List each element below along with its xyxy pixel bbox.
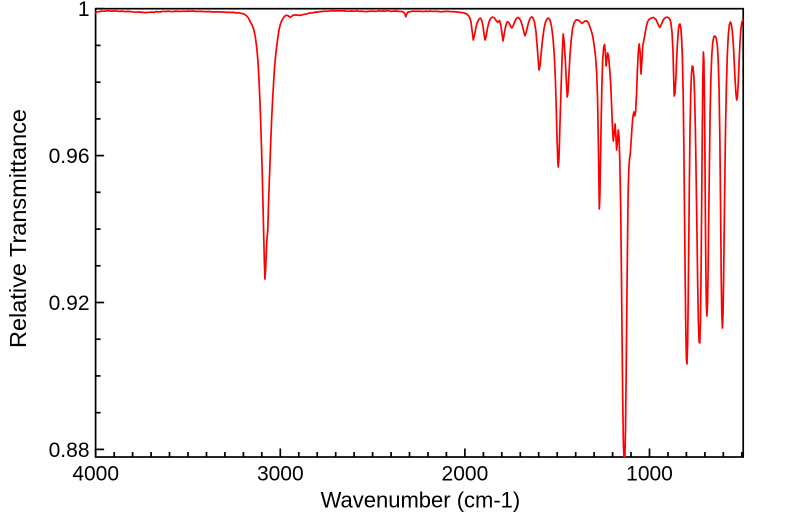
svg-text:0.88: 0.88 [49, 439, 90, 462]
svg-text:4000: 4000 [72, 463, 119, 486]
svg-text:0.96: 0.96 [49, 145, 90, 168]
svg-text:2000: 2000 [442, 463, 489, 486]
svg-text:Relative Transmittance: Relative Transmittance [5, 109, 31, 348]
svg-text:3000: 3000 [257, 463, 304, 486]
svg-text:1000: 1000 [626, 463, 673, 486]
svg-text:Wavenumber (cm-1): Wavenumber (cm-1) [321, 488, 521, 513]
svg-text:0.92: 0.92 [49, 292, 90, 315]
svg-text:1: 1 [78, 0, 90, 21]
